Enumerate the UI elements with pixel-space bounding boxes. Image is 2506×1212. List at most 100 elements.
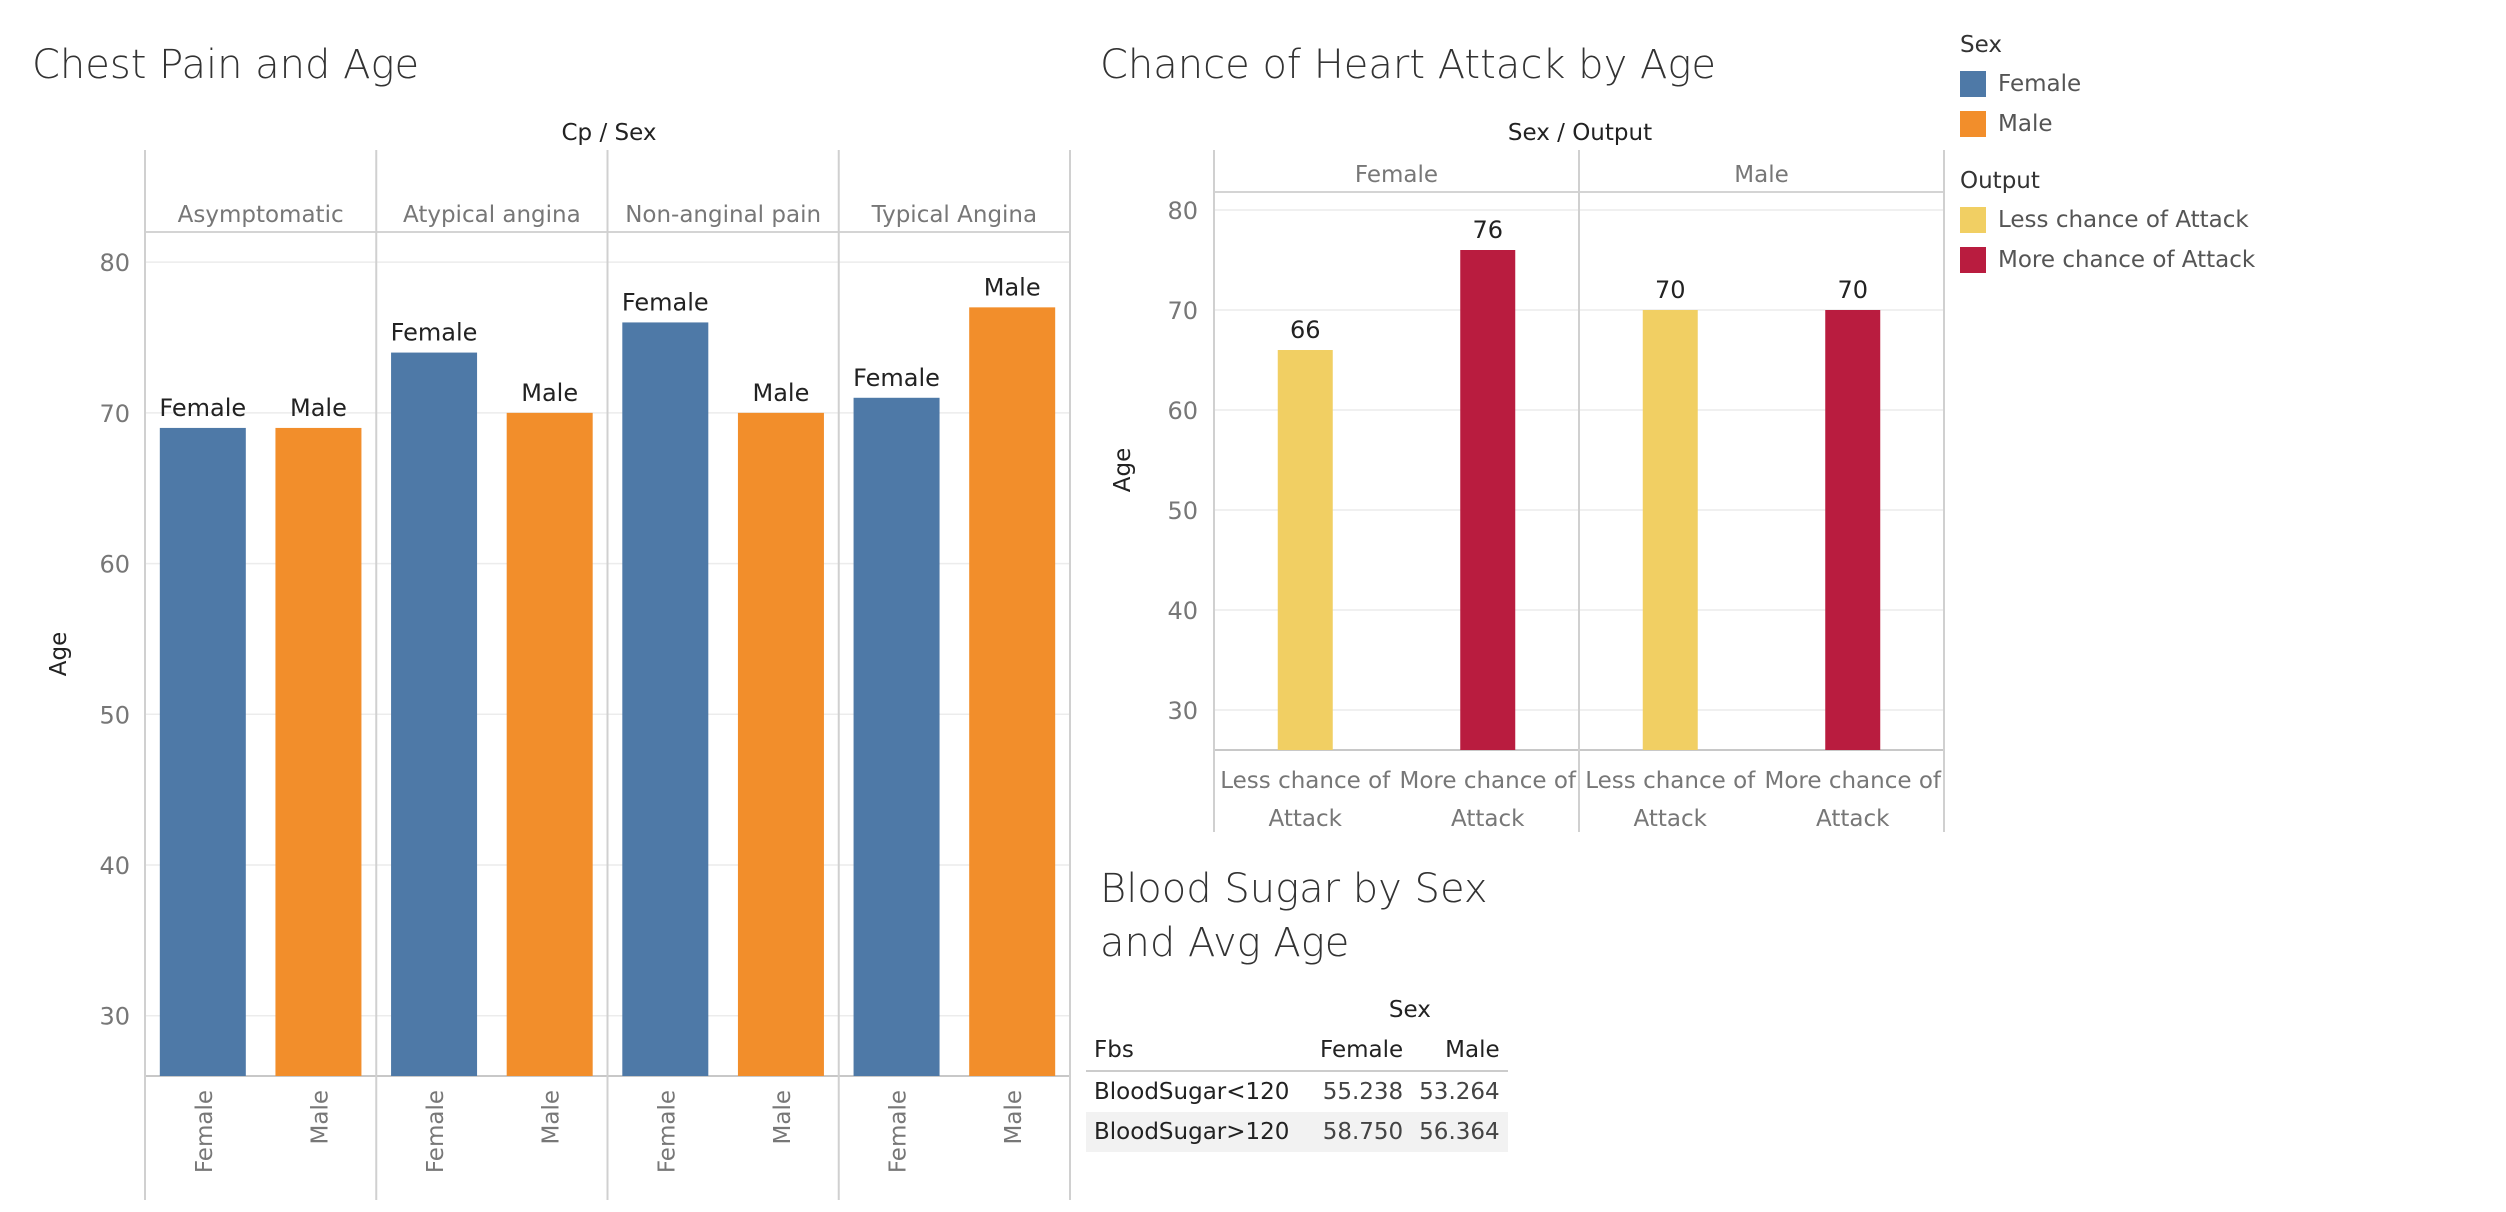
bar-label: Female [159,394,246,422]
legend-label-male: Male [1998,111,2053,137]
chest-pain-y-axis-label: Age [46,632,72,676]
bar-typical-angina-male[interactable] [969,307,1056,1076]
bar-atypical-angina-male[interactable] [506,412,593,1076]
bar-label: Male [521,379,578,407]
bar-label: Female [853,364,940,392]
bar-asymptomatic-female[interactable] [159,427,246,1076]
table-cell: 58.750 [1312,1112,1412,1152]
table-row-label: BloodSugar>120 [1086,1112,1312,1152]
y-tick-label: 80 [99,249,130,277]
chest-pain-column-header: Cp / Sex [562,120,657,146]
y-tick-label: 60 [99,551,130,579]
table-row: BloodSugar>120 58.750 56.364 [1086,1112,1508,1152]
table-col-female: Female [1320,1037,1404,1063]
x-tick-label: Less chance of [1585,768,1756,794]
bar-label: Male [290,394,347,422]
x-tick-label: Attack [1816,806,1890,832]
x-tick-label: Attack [1451,806,1525,832]
table-row: BloodSugar<120 55.238 53.264 [1086,1070,1508,1112]
blood-sugar-table: Sex Fbs Female Male BloodSugar<120 55.23… [1086,990,1508,1152]
heart-attack-y-axis-label: Age [1110,448,1136,492]
legend-item-female[interactable]: Female [1960,64,2081,104]
bar-typical-angina-female[interactable] [853,397,940,1076]
chest-pain-chart: Cp / Sex Age 30 40 50 60 70 80 Asymptomatic Fem… [46,120,1071,1200]
bar-label: Male [753,379,810,407]
panel-header-asymptomatic: Asymptomatic [178,202,344,228]
blood-sugar-title: Blood Sugar by Sex and Avg Age [1100,862,1488,970]
bar-female-less-chance-of-attack[interactable] [1277,350,1333,750]
y-tick-label: 30 [99,1003,130,1031]
y-tick-label: 70 [1167,297,1198,325]
blood-sugar-title-line1: Blood Sugar by Sex [1100,866,1488,912]
female-swatch [1960,71,1986,97]
bar-male-more-chance-of-attack[interactable] [1825,310,1881,750]
panel-header-male: Male [1734,162,1788,188]
chest-pain-title: Chest Pain and Age [32,42,420,88]
table-cell: 56.364 [1411,1112,1508,1152]
x-tick-label: Less chance of [1220,768,1391,794]
y-tick-label: 50 [99,701,130,729]
x-tick-label: Attack [1269,806,1343,832]
y-tick-label: 70 [99,400,130,428]
bar-asymptomatic-male[interactable] [275,427,362,1076]
x-tick-label: Attack [1634,806,1708,832]
bar-value-label: 70 [1837,276,1868,304]
x-tick-label: Male [1001,1090,1027,1144]
panel-header-female: Female [1355,162,1438,188]
panel-header-non-anginal-pain: Non-anginal pain [625,202,821,228]
x-tick-label: More chance of [1765,768,1942,794]
panel-header-typical-angina: Typical Angina [871,202,1037,228]
legend-label-more-chance: More chance of Attack [1998,247,2256,273]
output-legend: Output Less chance of Attack More chance… [1960,168,2255,280]
x-tick-label: Female [654,1090,680,1173]
legend-item-male[interactable]: Male [1960,104,2081,144]
bar-value-label: 76 [1472,216,1503,244]
heart-attack-column-header: Sex / Output [1508,120,1652,146]
table-col-male: Male [1445,1037,1500,1063]
bar-male-less-chance-of-attack[interactable] [1642,310,1698,750]
y-tick-label: 80 [1167,197,1198,225]
table-column-group: Sex [1388,997,1431,1023]
legend-item-more-chance[interactable]: More chance of Attack [1960,240,2255,280]
legend-item-less-chance[interactable]: Less chance of Attack [1960,200,2255,240]
table-row-label: BloodSugar<120 [1086,1070,1312,1112]
y-tick-label: 40 [1167,597,1198,625]
panel-header-atypical-angina: Atypical angina [403,202,581,228]
table-cell: 53.264 [1411,1070,1508,1112]
table-header-row: Fbs Female Male [1086,1030,1508,1071]
bar-value-label: 66 [1290,316,1321,344]
less-chance-swatch [1960,207,1986,233]
legend-label-female: Female [1998,71,2082,97]
x-tick-label: More chance of [1400,768,1577,794]
heart-attack-chart: Sex / Output Age 30 40 50 60 70 80 Female 66 Les… [1110,120,1945,832]
bar-non-anginal-pain-male[interactable] [737,412,824,1076]
table-cell: 55.238 [1312,1070,1412,1112]
blood-sugar-title-line2: and Avg Age [1100,920,1350,966]
x-tick-label: Male [307,1090,333,1144]
more-chance-swatch [1960,247,1986,273]
bar-female-more-chance-of-attack[interactable] [1460,250,1516,750]
x-tick-label: Female [886,1090,912,1173]
bar-value-label: 70 [1655,276,1686,304]
table-row-header: Fbs [1094,1037,1134,1063]
bar-non-anginal-pain-female[interactable] [622,322,709,1076]
bar-label: Female [391,319,478,347]
sex-legend: Sex Female Male [1960,32,2081,144]
y-tick-label: 40 [99,852,130,880]
x-tick-label: Female [423,1090,449,1173]
bar-label: Male [984,273,1041,301]
x-tick-label: Female [192,1090,218,1173]
male-swatch [1960,111,1986,137]
x-tick-label: Male [770,1090,796,1144]
y-tick-label: 50 [1167,497,1198,525]
bar-atypical-angina-female[interactable] [391,352,478,1077]
sex-legend-title: Sex [1960,32,2002,58]
x-tick-label: Male [539,1090,565,1144]
bar-label: Female [622,288,709,316]
output-legend-title: Output [1960,168,2040,194]
y-tick-label: 60 [1167,397,1198,425]
legend-label-less-chance: Less chance of Attack [1998,207,2249,233]
table-group-header-row: Sex [1086,990,1508,1030]
y-tick-label: 30 [1167,697,1198,725]
heart-attack-title: Chance of Heart Attack by Age [1100,42,1716,88]
